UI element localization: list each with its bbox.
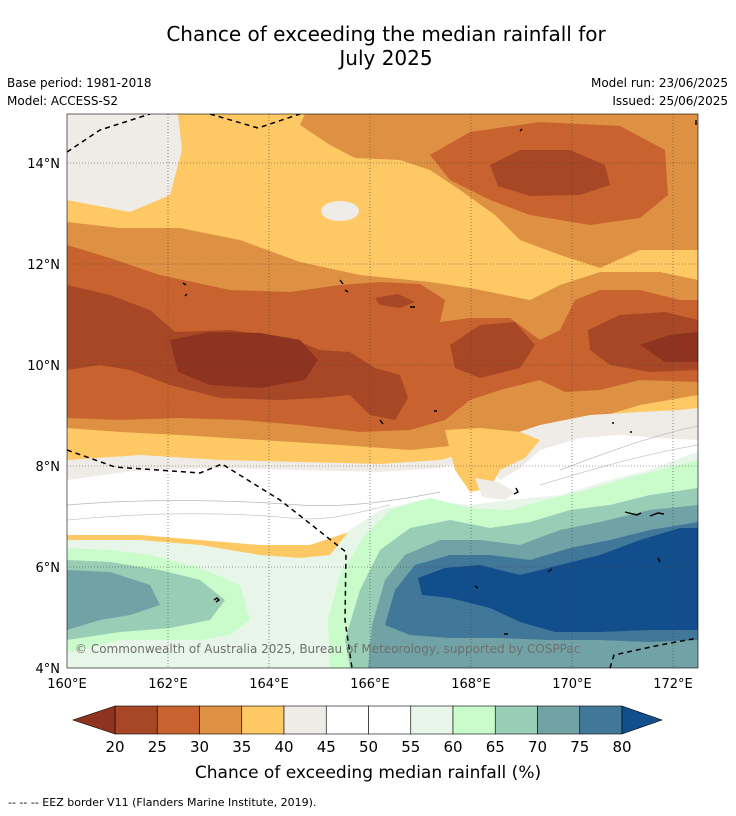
- colorbar-cell: [156, 705, 200, 735]
- colorbar-tick-label: 25: [148, 738, 167, 756]
- colorbar-cell: [368, 705, 412, 735]
- colorbar-tick-label: 60: [443, 738, 462, 756]
- eez-footnote: -- -- -- EEZ border V11 (Flanders Marine…: [8, 796, 317, 809]
- lon-label-164: 164°E: [249, 677, 289, 692]
- colorbar-ticks: 20 25 30 35 40 45 50 55 60 65 70 75 80: [105, 738, 631, 756]
- eez-border-south-west: [67, 449, 353, 668]
- title-line-1: Chance of exceeding the median rainfall …: [166, 22, 606, 46]
- map-gridlines: [67, 114, 698, 668]
- colorbar-cells: [114, 705, 623, 735]
- colorbar-tick-label: 50: [359, 738, 378, 756]
- lat-axis: 14°N 12°N 10°N 8°N 6°N 4°N: [27, 157, 60, 677]
- meta-left: Base period: 1981-2018 Model: ACCESS-S2: [7, 74, 152, 110]
- lon-label-166: 166°E: [350, 677, 390, 692]
- colorbar-tick-label: 45: [317, 738, 336, 756]
- eez-border-south-east: [609, 637, 698, 668]
- lat-label-8: 8°N: [36, 460, 61, 475]
- colorbar-cell: [452, 705, 496, 735]
- base-period: Base period: 1981-2018: [7, 76, 152, 90]
- colorbar-over-arrow: [621, 705, 663, 735]
- island-marks-north: [182, 120, 697, 425]
- contour-line-3: [559, 425, 698, 471]
- band-40-45-tongue: [475, 478, 515, 500]
- lat-label-12: 12°N: [27, 258, 60, 273]
- colorbar-cell: [325, 705, 369, 735]
- band-35-40-tongue: [445, 428, 540, 492]
- lat-label-10: 10°N: [27, 359, 60, 374]
- eez-border-north: [209, 114, 301, 129]
- colorbar-cell: [114, 705, 158, 735]
- band-under-20-east: [640, 332, 698, 362]
- colorbar-tick-label: 55: [401, 738, 420, 756]
- colorbar-tick-label: 40: [274, 738, 293, 756]
- model-name: Model: ACCESS-S2: [7, 94, 119, 108]
- colorbar-tick-label: 20: [105, 738, 124, 756]
- lon-label-162: 162°E: [148, 677, 188, 692]
- lon-label-172: 172°E: [653, 677, 693, 692]
- colorbar-cell: [283, 705, 327, 735]
- colorbar-cell: [494, 705, 538, 735]
- colorbar-cell: [199, 705, 243, 735]
- colorbar-label: Chance of exceeding median rainfall (%): [195, 763, 541, 783]
- copyright-notice: © Commonwealth of Australia 2025, Bureau…: [75, 642, 580, 656]
- contour-line-2: [67, 504, 391, 521]
- model-run: Model run: 23/06/2025: [590, 76, 728, 90]
- lat-label-4: 4°N: [36, 662, 61, 677]
- contour-line-1: [67, 491, 441, 506]
- colorbar-tick-label: 65: [486, 738, 505, 756]
- band-under-20-core: [170, 332, 318, 388]
- colorbar-under-arrow: [72, 705, 116, 735]
- meta-right: Model run: 23/06/2025 Issued: 25/06/2025: [591, 74, 728, 110]
- eez-border-north-west: [67, 114, 151, 153]
- title-line-2: July 2025: [339, 46, 433, 70]
- colorbar-cell: [241, 705, 285, 735]
- colorbar-cell: [410, 705, 454, 735]
- lon-axis: 160°E 162°E 164°E 166°E 168°E 170°E 172°…: [47, 677, 693, 692]
- colorbar-tick-label: 30: [190, 738, 209, 756]
- colorbar-tick-label: 75: [570, 738, 589, 756]
- colorbar-tick-label: 35: [232, 738, 251, 756]
- lon-label-170: 170°E: [552, 677, 592, 692]
- islands: [182, 120, 697, 635]
- island-marks-south: [213, 422, 665, 635]
- colorbar-tick-label: 80: [612, 738, 631, 756]
- lon-label-168: 168°E: [451, 677, 491, 692]
- eez-borders: [67, 114, 698, 668]
- colorbar-cell: [537, 705, 581, 735]
- contour-line-4: [539, 444, 698, 486]
- lat-label-6: 6°N: [36, 561, 61, 576]
- map-figure: © Commonwealth of Australia 2025, Bureau…: [27, 113, 699, 783]
- issued-date: Issued: 25/06/2025: [612, 94, 728, 108]
- map-frame: [66, 113, 699, 669]
- rainfall-map: © Commonwealth of Australia 2025, Bureau…: [67, 114, 698, 668]
- band-over-80: [418, 528, 698, 632]
- lat-label-14: 14°N: [27, 157, 60, 172]
- colorbar-tick-label: 70: [528, 738, 547, 756]
- lon-label-160: 160°E: [47, 677, 87, 692]
- band-70-75-west: [67, 570, 160, 630]
- band-40-45-patch: [321, 201, 359, 221]
- colorbar-cell: [579, 705, 623, 735]
- band-20-25-north: [490, 150, 610, 196]
- band-20-25-patch: [375, 294, 415, 308]
- map-title: Chance of exceeding the median rainfall …: [0, 22, 736, 70]
- colorbar: 20 25 30 35 40 45 50 55 60 65 70 75 80 Chance of exc…: [72, 705, 663, 783]
